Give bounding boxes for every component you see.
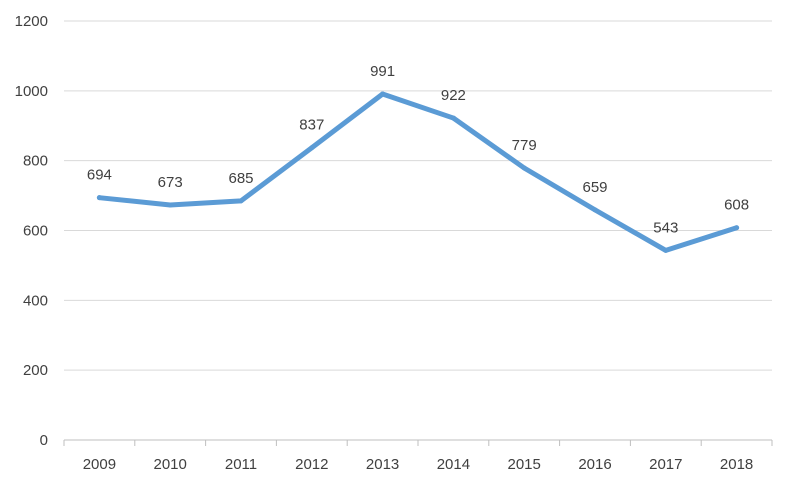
x-tick-label: 2015 [508, 456, 541, 473]
series [96, 91, 740, 253]
data-point [380, 91, 386, 97]
y-tick-label: 200 [23, 362, 48, 379]
data-label: 694 [87, 167, 112, 184]
y-tick-label: 1000 [15, 83, 48, 100]
data-point [663, 247, 669, 253]
series-line [96, 91, 740, 253]
data-label: 922 [441, 87, 466, 104]
x-tick-label: 2009 [83, 456, 116, 473]
data-label: 991 [370, 63, 395, 80]
data-point [167, 202, 173, 208]
y-tick-label: 600 [23, 223, 48, 240]
data-point [450, 115, 456, 121]
x-tick-label: 2018 [720, 456, 753, 473]
data-point [238, 198, 244, 204]
data-label: 659 [582, 179, 607, 196]
data-labels: 694 673 685 837 991 922 779 659 543 608 [87, 63, 749, 236]
data-point [734, 225, 740, 231]
data-label: 608 [724, 197, 749, 214]
data-point [309, 145, 315, 151]
x-tick-label: 2012 [295, 456, 328, 473]
data-label: 779 [512, 137, 537, 154]
x-tick-label: 2014 [437, 456, 470, 473]
y-tick-label: 0 [40, 432, 48, 449]
data-label: 673 [158, 174, 183, 191]
x-tick-label: 2010 [154, 456, 187, 473]
gridlines [64, 20, 772, 371]
y-tick-label: 800 [23, 153, 48, 170]
data-point [96, 195, 102, 201]
axes: 0 200 400 600 800 1000 1200 2009 2010 2011 2012 201… [15, 13, 773, 473]
y-tick-label: 1200 [15, 13, 48, 30]
x-tick-label: 2017 [649, 456, 682, 473]
data-point [592, 207, 598, 213]
y-tick-label: 400 [23, 292, 48, 309]
data-label: 685 [228, 170, 253, 187]
x-tick-label: 2013 [366, 456, 399, 473]
x-tick-label: 2016 [578, 456, 611, 473]
x-tick-label: 2011 [225, 456, 257, 473]
data-label: 837 [299, 117, 324, 134]
data-label: 543 [653, 219, 678, 236]
data-point [521, 165, 527, 171]
